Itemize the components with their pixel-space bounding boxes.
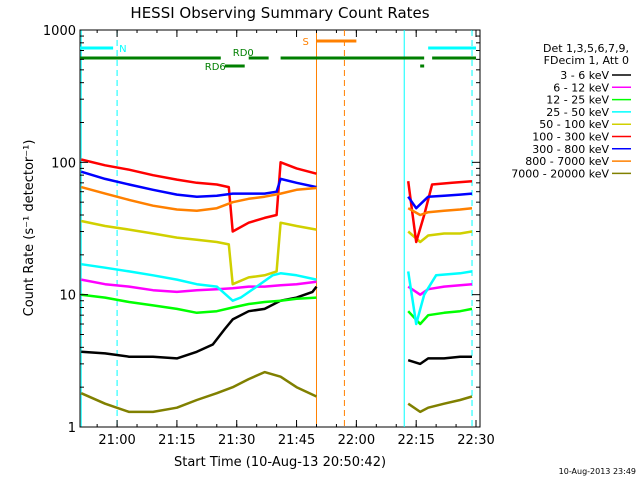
series-lines — [80, 158, 473, 414]
series-line-3-part-1 — [406, 270, 473, 326]
legend-header-line: Det 1,3,5,6,7,9, — [543, 42, 629, 55]
series-line-0-part-0 — [81, 285, 318, 360]
series-line-0-part-1 — [407, 355, 472, 366]
series-line-1-part-1 — [407, 282, 473, 296]
series-line-7-part-1 — [407, 206, 473, 217]
chart-title: HESSI Observing Summary Count Rates — [130, 4, 429, 22]
flag-label-rd0: RD0 — [233, 48, 254, 59]
y-tick-label: 1000 — [43, 24, 76, 39]
x-tick-label: 21:00 — [98, 433, 135, 448]
legend-entry-label: 800 - 7000 keV — [525, 155, 609, 168]
legend-entry-label: 7000 - 20000 keV — [511, 167, 609, 180]
x-tick-label: 21:30 — [218, 433, 255, 448]
series-line-1-part-0 — [80, 278, 317, 294]
series-line-3-part-0 — [81, 262, 317, 302]
x-tick-label: 22:30 — [457, 433, 494, 448]
legend-entry-label: 3 - 6 keV — [560, 69, 609, 82]
series-line-8-part-1 — [407, 395, 473, 414]
flag-label-s: S — [302, 37, 308, 48]
series-line-4-part-0 — [80, 219, 317, 286]
series-line-6-part-1 — [407, 192, 473, 210]
y-tick-label: 1 — [68, 421, 76, 436]
x-axis-label: Start Time (10-Aug-13 20:50:42) — [174, 455, 386, 470]
flag-bars: N S RD0 RD6 — [80, 37, 477, 73]
x-tick-label: 22:15 — [397, 433, 434, 448]
series-line-2-part-0 — [81, 293, 317, 315]
y-tick-label: 100 — [51, 156, 76, 171]
series-line-6-part-0 — [80, 170, 317, 198]
flag-label-n: N — [119, 44, 126, 55]
series-line-5-part-1 — [406, 179, 473, 244]
legend-entry-label: 50 - 100 keV — [539, 118, 609, 131]
y-tick-label: 10 — [59, 289, 76, 304]
axes: 21:00 21:15 21:30 21:45 22:00 22:15 22:30 1 10 10… — [43, 24, 495, 448]
legend-entry-label: 300 - 800 keV — [532, 143, 609, 156]
legend-entry-label: 12 - 25 keV — [546, 94, 609, 107]
x-tick-label: 21:45 — [278, 433, 315, 448]
series-line-4-part-1 — [407, 230, 473, 244]
legend-entry-label: 25 - 50 keV — [546, 106, 609, 119]
x-tick-label: 22:00 — [338, 433, 375, 448]
legend-header-line: FDecim 1, Att 0 — [544, 54, 629, 67]
series-line-7-part-0 — [80, 185, 317, 213]
y-axis-label: Count Rate (s⁻¹ detector⁻¹) — [22, 140, 37, 317]
legend-entry-label: 100 - 300 keV — [532, 131, 609, 144]
series-line-8-part-0 — [80, 370, 318, 414]
legend-entry-label: 6 - 12 keV — [553, 81, 609, 94]
footer-date: 10-Aug-2013 23:49 — [559, 467, 636, 476]
series-line-2-part-1 — [407, 307, 473, 326]
legend: Det 1,3,5,6,7,9,FDecim 1, Att 0 3 - 6 keV… — [511, 42, 631, 180]
plot-frame — [79, 29, 481, 428]
x-tick-label: 21:15 — [158, 433, 195, 448]
flag-label-rd6: RD6 — [205, 62, 226, 73]
